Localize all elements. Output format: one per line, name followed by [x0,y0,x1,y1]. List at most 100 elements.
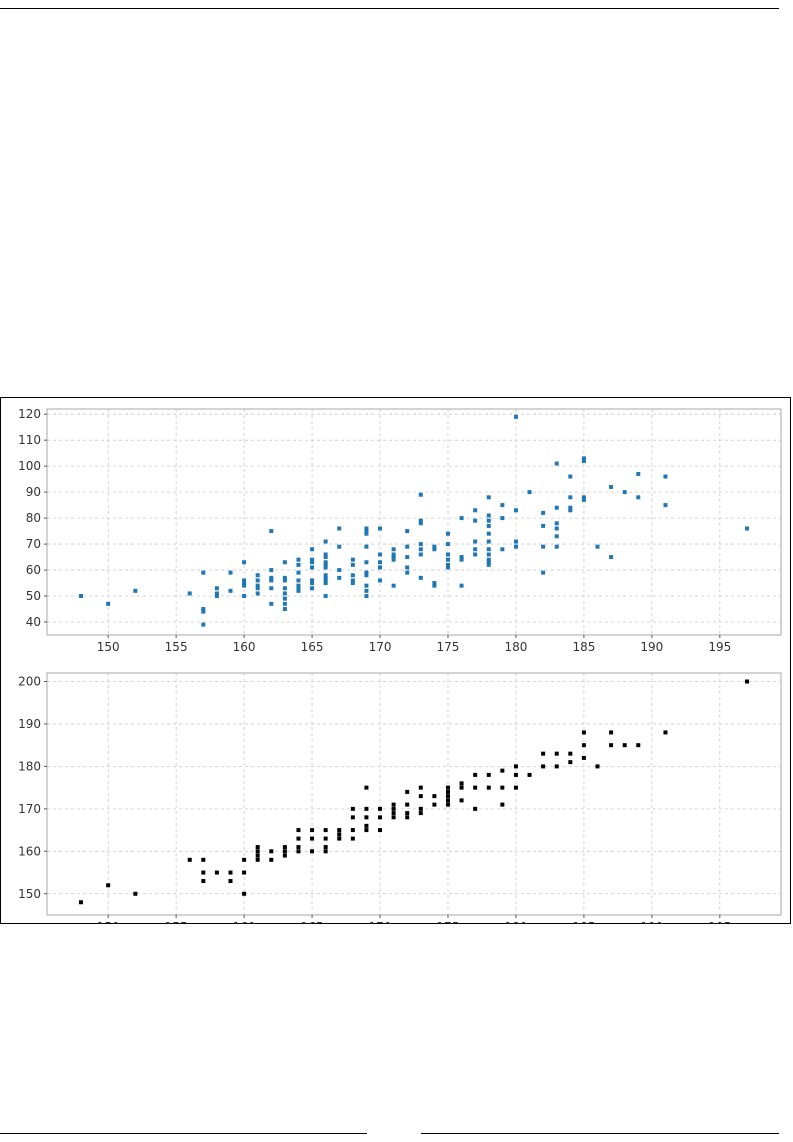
data-point [554,526,559,531]
data-point [282,575,287,580]
data-point [364,560,369,565]
data-point [636,471,641,476]
data-point [364,785,369,790]
data-point [255,578,260,583]
data-point [554,505,559,510]
x-tick-label: 180 [504,640,527,654]
data-point [418,811,423,816]
data-point [418,521,423,526]
data-point [568,495,573,500]
data-point [432,544,437,549]
data-point [378,815,383,820]
x-tick-label: 170 [369,640,392,654]
data-point [269,586,274,591]
data-point [242,594,247,599]
x-tick-label: 180 [504,920,527,924]
data-point [541,523,546,528]
data-point [445,789,450,794]
axes-frame [46,672,782,916]
data-point [581,497,586,502]
data-point [609,484,614,489]
data-point [568,751,573,756]
data-point [337,544,342,549]
data-point [364,570,369,575]
data-point [432,802,437,807]
data-point [500,768,505,773]
data-point [609,730,614,735]
data-point [486,531,491,536]
x-tick-label: 160 [233,640,256,654]
footer-rule-right [421,1133,779,1134]
data-point [337,526,342,531]
data-point [418,806,423,811]
data-point [405,815,410,820]
data-point [405,544,410,549]
data-point [554,544,559,549]
data-point [473,552,478,557]
data-points [78,679,750,905]
data-point [323,836,328,841]
data-point [486,562,491,567]
data-point [323,581,328,586]
data-point [636,743,641,748]
x-tick-label: 160 [233,920,256,924]
x-tick-label: 165 [301,920,324,924]
data-point [350,806,355,811]
data-point [214,591,219,596]
data-point [214,870,219,875]
data-point [378,526,383,531]
data-point [106,883,111,888]
data-point [133,891,138,896]
y-tick-label: 110 [18,433,41,447]
data-point [310,547,315,552]
data-point [486,518,491,523]
data-point [269,849,274,854]
data-point [323,578,328,583]
data-point [500,785,505,790]
data-point [391,555,396,560]
data-point [364,529,369,534]
data-point [282,578,287,583]
data-point [745,526,750,531]
data-point [228,588,233,593]
data-point [541,764,546,769]
data-point [391,802,396,807]
data-point [255,586,260,591]
data-point [622,743,627,748]
data-point [269,601,274,606]
data-point [554,764,559,769]
data-point [350,557,355,562]
data-point [581,458,586,463]
data-point [310,560,315,565]
data-point [364,531,369,536]
data-point [473,772,478,777]
y-tick-label: 200 [18,674,41,688]
data-point [486,560,491,565]
data-point [459,785,464,790]
data-point [541,510,546,515]
page-header-rule [0,8,779,9]
data-point [432,794,437,799]
y-tick-label: 180 [18,759,41,773]
data-point [513,508,518,513]
data-point [350,573,355,578]
data-point [337,575,342,580]
data-point [282,607,287,612]
data-point [405,529,410,534]
data-point [296,578,301,583]
data-point [296,849,301,854]
x-tick-label: 185 [572,920,595,924]
data-point [269,568,274,573]
data-point [201,609,206,614]
data-point [473,539,478,544]
data-point [310,557,315,562]
data-point [609,555,614,560]
data-point [459,516,464,521]
data-point [133,588,138,593]
data-point [541,570,546,575]
data-point [364,573,369,578]
data-point [310,581,315,586]
data-point [255,853,260,858]
data-point [242,581,247,586]
data-point [201,870,206,875]
